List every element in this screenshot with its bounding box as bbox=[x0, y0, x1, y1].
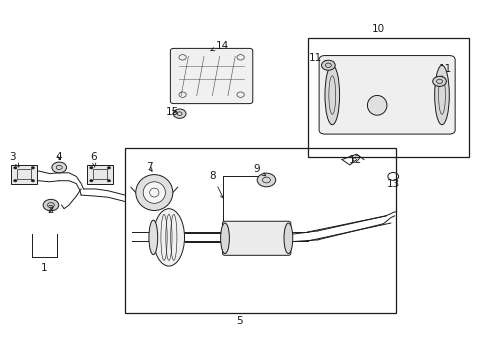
Ellipse shape bbox=[31, 180, 35, 182]
Text: 6: 6 bbox=[90, 152, 97, 167]
Ellipse shape bbox=[31, 167, 35, 169]
Ellipse shape bbox=[149, 220, 158, 255]
Text: 10: 10 bbox=[371, 24, 385, 35]
Ellipse shape bbox=[107, 167, 110, 169]
Ellipse shape bbox=[107, 180, 110, 182]
Ellipse shape bbox=[434, 65, 448, 125]
Ellipse shape bbox=[52, 162, 66, 173]
Ellipse shape bbox=[325, 65, 339, 125]
Ellipse shape bbox=[14, 167, 17, 169]
Bar bbox=[93, 169, 107, 179]
Ellipse shape bbox=[153, 209, 184, 266]
Bar bbox=[87, 165, 113, 184]
Text: 9: 9 bbox=[253, 164, 265, 176]
Ellipse shape bbox=[257, 173, 275, 187]
Text: 11: 11 bbox=[308, 53, 327, 63]
Ellipse shape bbox=[220, 223, 229, 253]
FancyBboxPatch shape bbox=[319, 55, 454, 134]
Text: 7: 7 bbox=[146, 162, 152, 172]
Text: 1: 1 bbox=[41, 263, 48, 273]
Bar bbox=[125, 148, 395, 313]
Text: 12: 12 bbox=[348, 155, 362, 165]
Ellipse shape bbox=[136, 175, 172, 211]
Ellipse shape bbox=[143, 182, 165, 203]
Ellipse shape bbox=[366, 95, 386, 115]
Bar bbox=[307, 39, 468, 157]
Ellipse shape bbox=[173, 109, 185, 118]
Text: 15: 15 bbox=[165, 107, 179, 117]
Ellipse shape bbox=[43, 199, 59, 211]
Text: 11: 11 bbox=[438, 64, 451, 74]
Text: 3: 3 bbox=[10, 152, 19, 167]
Text: 8: 8 bbox=[209, 171, 223, 198]
Bar bbox=[11, 165, 37, 184]
Ellipse shape bbox=[89, 167, 93, 169]
Text: 4: 4 bbox=[56, 152, 62, 162]
FancyBboxPatch shape bbox=[170, 48, 252, 104]
Ellipse shape bbox=[432, 76, 446, 86]
Ellipse shape bbox=[14, 180, 17, 182]
Ellipse shape bbox=[89, 180, 93, 182]
Bar bbox=[17, 169, 31, 179]
Text: 13: 13 bbox=[386, 179, 399, 189]
Ellipse shape bbox=[284, 223, 292, 253]
Text: 14: 14 bbox=[210, 41, 229, 51]
Ellipse shape bbox=[321, 60, 334, 70]
Text: 2: 2 bbox=[47, 206, 54, 216]
Text: 5: 5 bbox=[236, 316, 243, 325]
FancyBboxPatch shape bbox=[222, 221, 290, 255]
